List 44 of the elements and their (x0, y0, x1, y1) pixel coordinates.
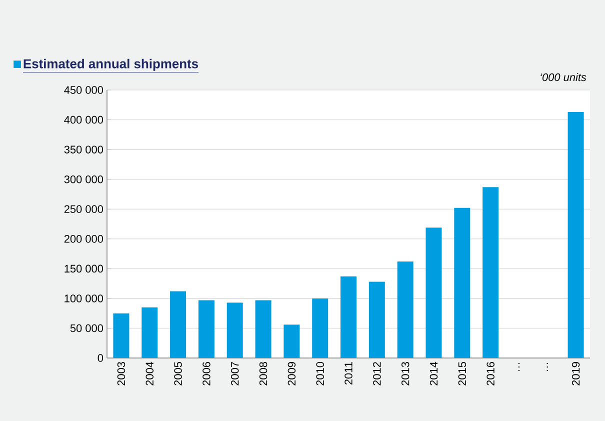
x-tick-label: 2012 (373, 362, 381, 386)
y-tick-label: 50 000 (70, 324, 104, 332)
y-tick-label: 400 000 (64, 116, 104, 124)
y-tick-label: 0 (98, 354, 104, 362)
x-tick-label: 2015 (458, 362, 466, 386)
y-tick-label: 200 000 (64, 235, 104, 243)
x-tick-label: 2013 (401, 362, 410, 386)
y-axis-title: ‘000 units (540, 73, 586, 82)
bar (340, 276, 357, 358)
bar (198, 300, 214, 358)
y-tick-label: 350 000 (64, 146, 104, 154)
x-tick-label: 2011 (344, 362, 352, 385)
bar (368, 282, 385, 358)
y-tick-label: 250 000 (64, 205, 104, 213)
y-tick-label: 150 000 (64, 264, 104, 273)
bar (454, 208, 470, 358)
bar (426, 228, 442, 358)
y-tick-label: 450 000 (64, 86, 104, 94)
x-tick-label: 2008 (259, 362, 268, 386)
x-tick-label: … (546, 363, 548, 371)
x-tick-label: 2009 (288, 362, 296, 386)
bar (226, 302, 243, 358)
y-tick-label: 300 000 (64, 175, 104, 184)
x-tick-label: 2006 (202, 362, 210, 386)
bar (142, 307, 158, 358)
bar (568, 112, 584, 358)
x-tick-label: 2014 (430, 362, 438, 386)
x-tick-label: 2004 (146, 362, 154, 386)
bar (113, 313, 130, 358)
bar (312, 298, 328, 358)
x-tick-label: 2007 (230, 362, 239, 386)
bar (255, 300, 272, 358)
bar (170, 291, 186, 358)
x-tick-label: 2003 (117, 362, 126, 386)
legend-label: Estimated annual shipments (24, 58, 198, 71)
x-tick-label: 2005 (174, 362, 182, 386)
x-tick-label: … (518, 363, 520, 371)
bar (482, 187, 499, 358)
y-tick-label: 100 000 (64, 294, 104, 302)
x-tick-label: 2016 (486, 362, 494, 386)
bar (397, 262, 414, 358)
x-tick-label: 2010 (316, 362, 324, 386)
x-tick-label: 2019 (572, 362, 580, 386)
bar (284, 324, 300, 358)
